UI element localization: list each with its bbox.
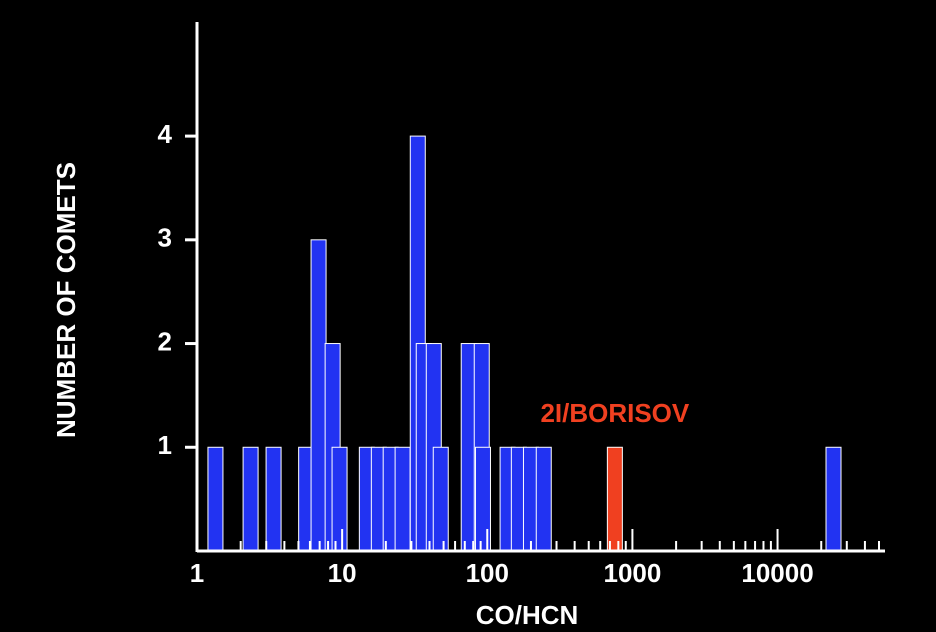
x-tick-label: 1000 xyxy=(603,558,661,588)
y-tick-label: 3 xyxy=(158,223,172,253)
x-axis-label: CO/HCN xyxy=(476,600,579,630)
x-tick-label: 1 xyxy=(190,558,204,588)
x-tick-label: 10000 xyxy=(741,558,813,588)
bar xyxy=(207,446,224,552)
annotation: 2I/BORISOV xyxy=(540,398,689,428)
bar xyxy=(331,446,348,552)
x-tick-label: 100 xyxy=(466,558,509,588)
bar xyxy=(825,446,842,552)
y-axis-label: NUMBER OF COMETS xyxy=(51,162,81,438)
y-tick-label: 2 xyxy=(158,326,172,356)
bar xyxy=(606,446,623,552)
bar xyxy=(310,239,327,552)
y-tick-label: 1 xyxy=(158,430,172,460)
x-tick-label: 10 xyxy=(328,558,357,588)
bar xyxy=(265,446,282,552)
bar xyxy=(242,446,259,552)
bar xyxy=(432,446,449,552)
bar xyxy=(394,446,411,552)
y-tick-label: 4 xyxy=(158,119,173,149)
bar xyxy=(535,446,552,552)
